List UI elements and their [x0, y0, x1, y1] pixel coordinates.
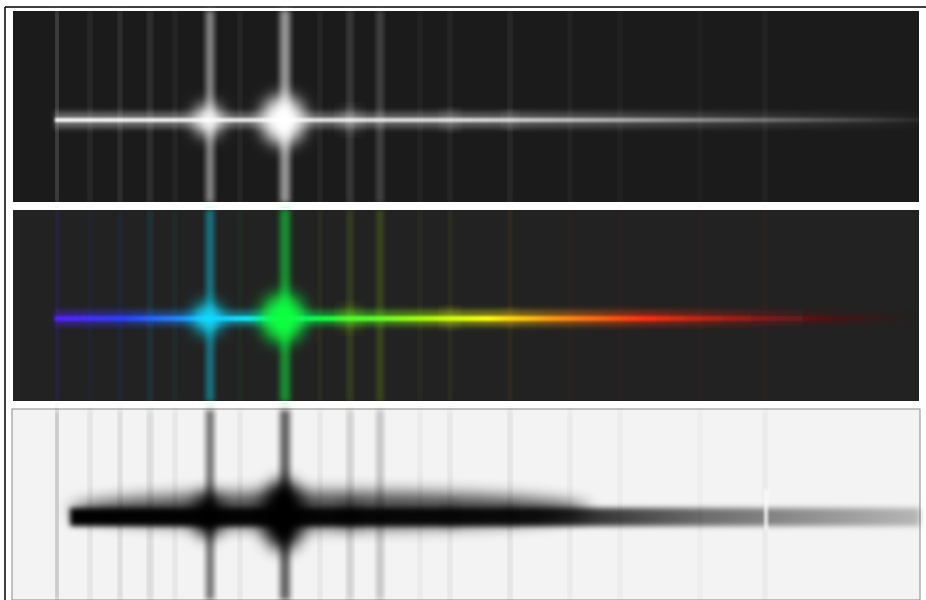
spectral-line: [348, 10, 353, 203]
spectral-line: [239, 209, 242, 402]
spectral-gap: [764, 490, 768, 530]
spectral-line: [449, 209, 452, 402]
emission-glow: [342, 309, 358, 327]
spectral-line: [319, 209, 322, 402]
spectral-line: [348, 209, 353, 402]
spectral-line: [619, 10, 622, 203]
absorption-core: [342, 502, 358, 528]
spectral-line: [319, 10, 322, 203]
spectral-line: [148, 10, 152, 203]
emission-glow: [194, 303, 222, 334]
spectral-line: [509, 209, 512, 402]
spectral-line: [569, 209, 572, 402]
spectrum-streak: [55, 118, 920, 122]
spectral-line: [619, 410, 622, 600]
spectral-line: [89, 209, 92, 402]
emission-glow: [444, 311, 456, 324]
spectral-line: [119, 209, 122, 402]
spectral-line: [764, 10, 767, 203]
spectrum-streak: [55, 316, 920, 321]
page: (() => { const data = JSON.parse(documen…: [0, 0, 926, 600]
spectral-line: [56, 410, 58, 600]
spectral-line: [56, 10, 58, 203]
spectral-line: [449, 10, 452, 203]
spectral-line: [148, 209, 152, 402]
spectral-line: [119, 10, 122, 203]
spectra-image: [0, 0, 926, 600]
inverted-panel: [12, 409, 920, 600]
absorption-core: [444, 505, 456, 524]
absorption-core: [505, 507, 515, 523]
spectral-line: [174, 209, 177, 402]
emission-glow: [342, 111, 358, 129]
color-panel: [12, 209, 920, 402]
absorption-core: [194, 493, 222, 538]
spectral-line: [699, 410, 702, 600]
spectral-line: [377, 10, 383, 203]
spectral-line: [239, 10, 242, 203]
spectral-line: [89, 10, 92, 203]
spectral-line: [699, 10, 702, 203]
spectral-line: [174, 10, 177, 203]
emission-glow: [261, 96, 305, 144]
spectral-line: [377, 209, 383, 402]
emission-glow: [261, 294, 305, 342]
emission-glow: [444, 113, 456, 126]
absorption-core: [261, 480, 305, 550]
spectral-line: [764, 209, 767, 402]
emission-glow: [194, 105, 222, 136]
emission-glow: [505, 313, 515, 324]
emission-glow: [505, 115, 515, 126]
spectral-line: [419, 10, 422, 203]
grayscale-panel: [12, 10, 920, 203]
spectral-line: [419, 209, 422, 402]
spectral-line: [699, 209, 702, 402]
spectral-line: [56, 209, 58, 402]
spectral-line: [619, 209, 622, 402]
spectral-line: [509, 10, 512, 203]
spectral-line: [569, 10, 572, 203]
